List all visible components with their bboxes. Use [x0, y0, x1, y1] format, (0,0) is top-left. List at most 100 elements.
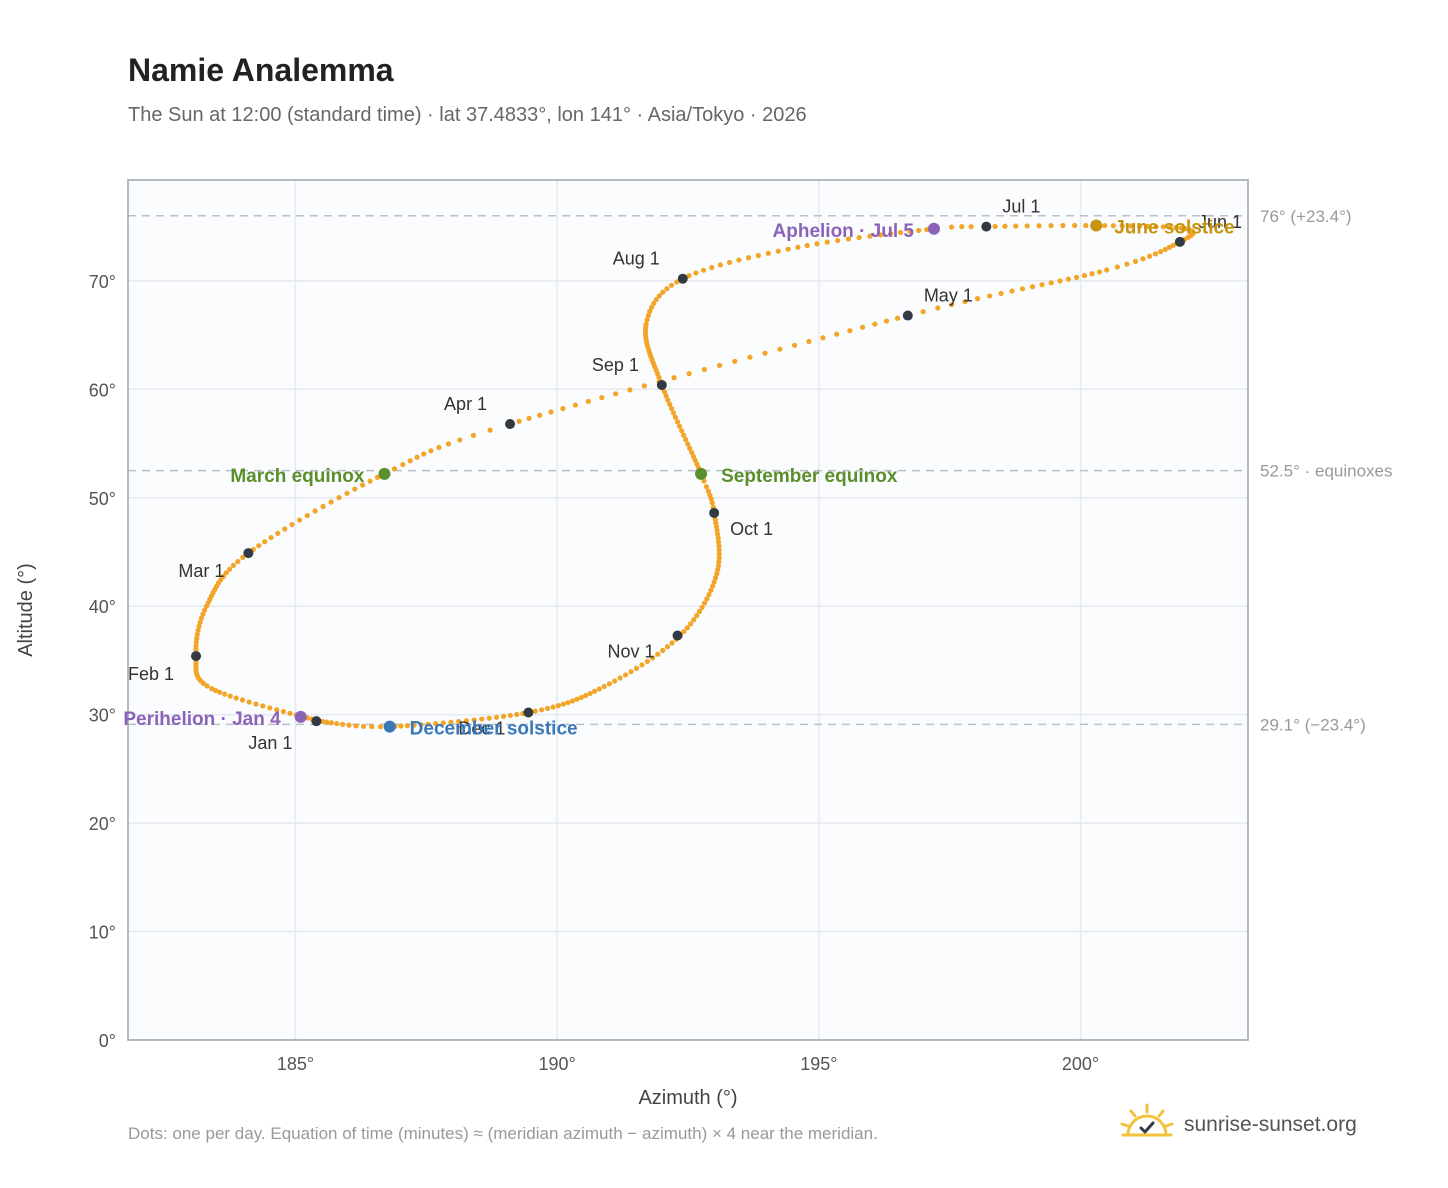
sun-logo-icon	[1120, 1103, 1174, 1137]
day-dot	[653, 297, 659, 303]
day-dot	[716, 362, 723, 368]
day-dot	[428, 448, 434, 454]
day-dot	[998, 290, 1004, 297]
day-dot	[220, 573, 226, 579]
day-dot	[1096, 269, 1103, 275]
month-label: Jul 1	[1002, 197, 1040, 217]
day-dot	[715, 563, 722, 569]
day-dot	[1160, 224, 1166, 230]
day-dot	[400, 461, 406, 468]
day-dot	[227, 693, 233, 699]
day-dot	[296, 517, 303, 523]
day-dot	[280, 708, 287, 715]
day-dot	[689, 449, 695, 456]
day-dot	[493, 714, 500, 720]
day-dot	[514, 711, 520, 718]
event-label: March equinox	[230, 466, 365, 487]
day-dot	[336, 495, 342, 501]
day-dot	[860, 324, 866, 330]
day-dot	[824, 239, 830, 245]
day-dot	[703, 484, 710, 490]
day-dot	[732, 358, 738, 364]
day-dot	[765, 250, 771, 256]
day-dot	[681, 629, 687, 635]
day-dot	[282, 526, 288, 532]
day-dot	[688, 621, 694, 627]
day-dot	[667, 401, 673, 407]
day-dot	[574, 696, 580, 702]
day-dot	[674, 419, 681, 425]
month-label: Sep 1	[592, 355, 639, 375]
chart-title: Namie Analemma	[128, 52, 394, 88]
month-marker	[1174, 236, 1185, 247]
event-label: Perihelion · Jan 4	[123, 709, 281, 730]
day-dot	[706, 591, 712, 598]
month-marker	[672, 630, 683, 641]
day-dot	[418, 722, 424, 728]
day-dot	[775, 248, 781, 254]
day-dot	[1110, 223, 1116, 229]
day-dot	[1048, 280, 1054, 286]
day-dot	[569, 698, 576, 704]
day-dot	[1132, 258, 1139, 264]
day-dot	[1173, 225, 1179, 231]
day-dot	[1182, 226, 1188, 232]
day-dot	[1036, 223, 1042, 229]
day-dot	[686, 371, 692, 377]
day-dot	[560, 405, 566, 412]
day-dot	[1158, 249, 1164, 255]
day-dot	[1145, 223, 1151, 229]
day-dot	[223, 570, 229, 576]
day-dot	[674, 279, 680, 285]
day-dot	[655, 651, 661, 657]
day-dot	[1029, 284, 1036, 290]
month-marker	[243, 548, 254, 559]
day-dot	[715, 531, 721, 537]
day-dot	[194, 635, 200, 641]
plot-frame	[127, 179, 1249, 1041]
month-label: Jun 1	[1198, 212, 1242, 232]
day-dot	[592, 688, 598, 694]
day-dot	[572, 402, 578, 408]
day-dot	[198, 615, 205, 621]
month-label: Jan 1	[248, 733, 292, 753]
day-dot	[555, 703, 561, 709]
y-tick-label: 30°	[89, 706, 116, 726]
month-marker	[523, 707, 534, 718]
day-dot	[668, 405, 675, 412]
month-label: Feb 1	[128, 664, 174, 684]
day-dot	[834, 331, 840, 337]
day-dot	[709, 264, 715, 271]
day-dot	[339, 721, 346, 727]
day-dot	[334, 720, 340, 727]
day-dot	[711, 579, 717, 585]
day-dot	[685, 441, 691, 447]
day-dot	[367, 478, 373, 484]
day-dot	[360, 723, 367, 729]
day-dot	[1124, 261, 1130, 267]
day-dot	[328, 720, 334, 726]
day-dot	[262, 539, 268, 545]
event-marker	[383, 720, 396, 733]
day-dot	[374, 474, 381, 481]
day-dot	[716, 551, 722, 557]
day-dot	[195, 627, 201, 634]
day-dot	[550, 704, 556, 710]
day-dot	[539, 707, 545, 713]
day-dot	[328, 499, 334, 505]
day-dot	[883, 318, 890, 324]
day-dot	[421, 451, 427, 457]
day-dot	[583, 692, 589, 699]
day-dot	[209, 686, 215, 692]
day-dot	[548, 409, 554, 415]
day-dot	[486, 715, 492, 721]
day-dot	[916, 227, 922, 234]
brand[interactable]: sunrise-sunset.org	[1120, 1100, 1357, 1150]
chart-subtitle: The Sun at 12:00 (standard time) · lat 3…	[128, 104, 807, 126]
day-dot	[627, 387, 633, 393]
day-dot	[888, 231, 894, 237]
day-dot	[660, 289, 666, 295]
brand-name: sunrise-sunset.org	[1184, 1113, 1357, 1136]
day-dot	[664, 644, 671, 650]
